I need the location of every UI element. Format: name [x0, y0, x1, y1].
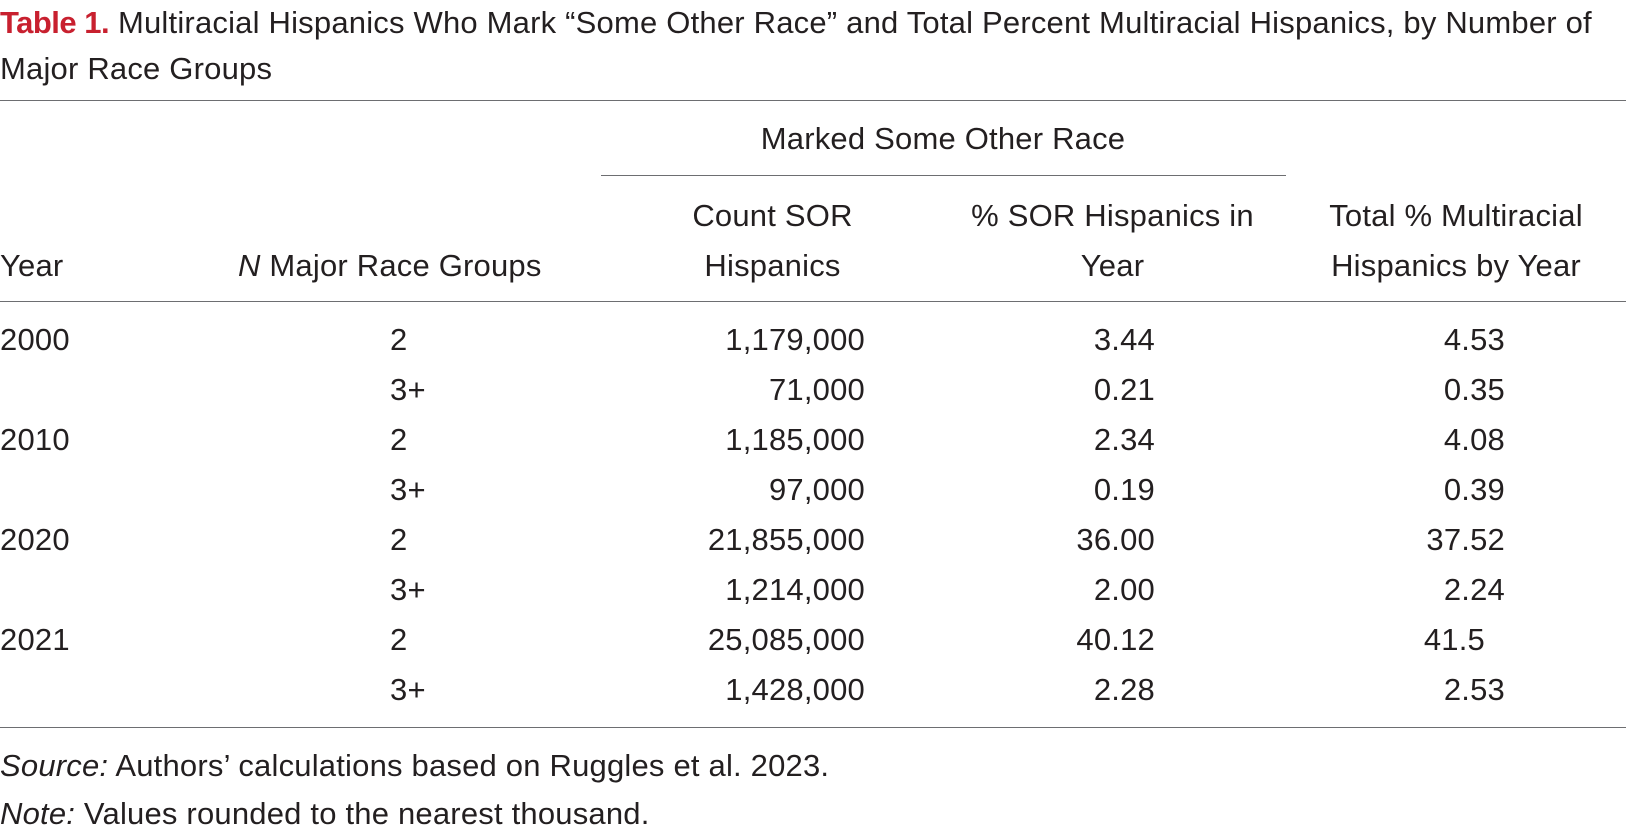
- cell-total: 4.08: [1443, 422, 1505, 457]
- table-label: Table 1.: [0, 5, 110, 40]
- cell-pct: 2.34: [1093, 422, 1155, 457]
- cell-groups: 3+: [390, 672, 426, 707]
- spanner-header: Marked Some Other Race: [760, 121, 1126, 156]
- header-pct-line1: % SOR Hispanics in: [971, 198, 1254, 233]
- cell-count: 25,085,000: [707, 622, 865, 657]
- cell-count: 1,185,000: [725, 422, 865, 457]
- cell-groups: 2: [390, 322, 408, 357]
- header-count-line1: Count SOR: [692, 198, 853, 233]
- header-total-line2: Hispanics by Year: [1331, 248, 1581, 283]
- header-year: Year: [0, 248, 64, 283]
- header-pct-line2: Year: [1080, 248, 1145, 283]
- cell-total: 41.5: [1423, 622, 1485, 657]
- cell-groups: 3+: [390, 372, 426, 407]
- table-caption: Table 1. Multiracial Hispanics Who Mark …: [0, 0, 1626, 92]
- cell-pct: 0.21: [1093, 372, 1155, 407]
- cell-year: 2000: [0, 322, 70, 357]
- source-label: Source:: [0, 748, 109, 783]
- bottom-rule: [0, 727, 1626, 728]
- cell-pct: 2.28: [1093, 672, 1155, 707]
- cell-pct: 3.44: [1093, 322, 1155, 357]
- cell-year: 2010: [0, 422, 70, 457]
- cell-count: 97,000: [768, 472, 865, 507]
- source-note: Source: Authors’ calculations based on R…: [0, 742, 829, 790]
- cell-pct: 40.12: [1076, 622, 1155, 657]
- cell-count: 1,179,000: [725, 322, 865, 357]
- spanner-rule: [601, 175, 1286, 176]
- cell-total: 37.52: [1426, 522, 1505, 557]
- cell-groups: 2: [390, 522, 408, 557]
- cell-pct: 2.00: [1093, 572, 1155, 607]
- header-total-line1: Total % Multiracial: [1329, 198, 1583, 233]
- header-n-rest: Major Race Groups: [260, 248, 542, 283]
- top-rule: [0, 100, 1626, 101]
- cell-total: 4.53: [1443, 322, 1505, 357]
- header-count-line2: Hispanics: [704, 248, 841, 283]
- cell-total: 0.39: [1443, 472, 1505, 507]
- cell-groups: 2: [390, 622, 408, 657]
- cell-groups: 3+: [390, 472, 426, 507]
- cell-count: 71,000: [768, 372, 865, 407]
- cell-groups: 3+: [390, 572, 426, 607]
- cell-count: 1,214,000: [725, 572, 865, 607]
- header-n-italic: N: [238, 248, 261, 283]
- cell-groups: 2: [390, 422, 408, 457]
- cell-year: 2020: [0, 522, 70, 557]
- cell-count: 21,855,000: [707, 522, 865, 557]
- cell-total: 2.24: [1443, 572, 1505, 607]
- header-n-groups: N Major Race Groups: [238, 242, 542, 290]
- cell-pct: 36.00: [1076, 522, 1155, 557]
- table-title: Multiracial Hispanics Who Mark “Some Oth…: [0, 5, 1592, 86]
- cell-pct: 0.19: [1093, 472, 1155, 507]
- note-line: Note: Values rounded to the nearest thou…: [0, 790, 650, 838]
- cell-year: 2021: [0, 622, 70, 657]
- source-text: Authors’ calculations based on Ruggles e…: [108, 748, 830, 783]
- note-label: Note:: [0, 796, 76, 831]
- cell-count: 1,428,000: [725, 672, 865, 707]
- cell-total: 0.35: [1443, 372, 1505, 407]
- header-rule: [0, 301, 1626, 302]
- cell-total: 2.53: [1443, 672, 1505, 707]
- note-text: Values rounded to the nearest thousand.: [75, 796, 650, 831]
